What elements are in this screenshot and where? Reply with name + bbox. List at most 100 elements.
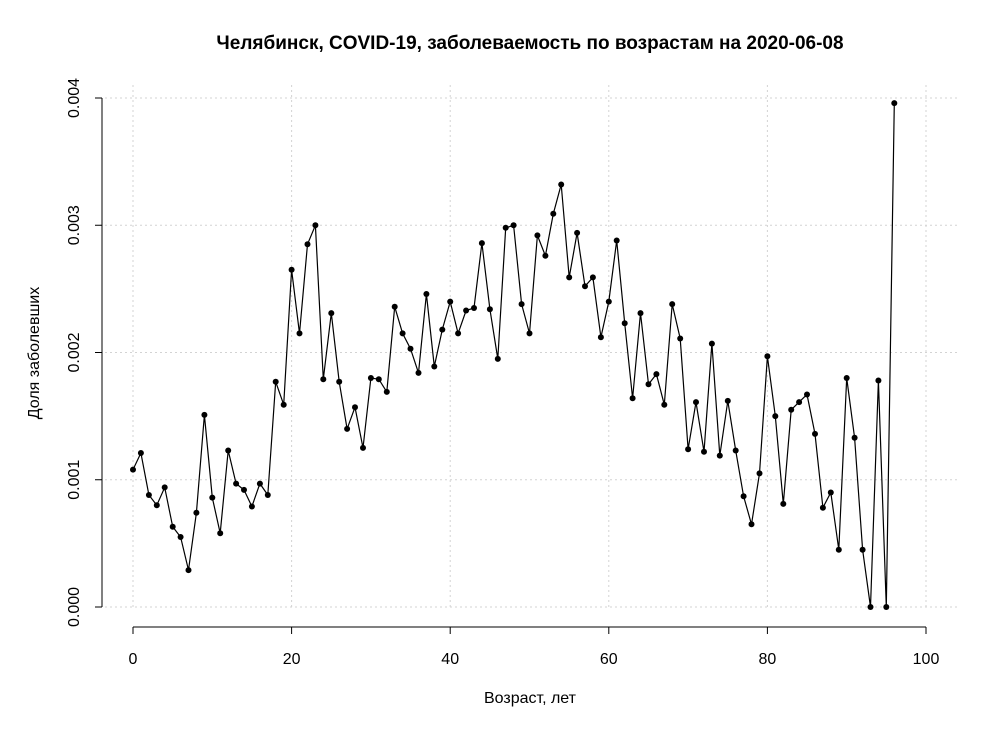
y-tick-label: 0.004 <box>66 78 83 118</box>
x-tick-label: 20 <box>283 651 301 668</box>
data-point <box>891 100 898 107</box>
data-point <box>169 523 176 530</box>
x-tick-label: 40 <box>441 651 459 668</box>
data-point <box>130 466 136 473</box>
data-point <box>471 305 477 311</box>
data-point <box>867 604 874 610</box>
data-point <box>843 375 850 381</box>
data-point <box>177 534 184 540</box>
data-point <box>859 546 866 553</box>
x-tick-label: 0 <box>129 651 138 668</box>
data-point <box>597 334 604 341</box>
data-point <box>145 492 152 498</box>
data-point <box>447 298 454 305</box>
data-point <box>344 425 351 432</box>
x-tick-label: 60 <box>600 651 618 668</box>
data-point <box>772 413 779 420</box>
data-point <box>272 378 279 385</box>
data-point <box>558 181 565 188</box>
chart-title: Челябинск, COVID-19, заболеваемость по в… <box>216 33 843 54</box>
data-point <box>478 240 485 247</box>
data-point <box>328 310 335 317</box>
data-point <box>431 363 438 370</box>
data-point <box>304 241 311 248</box>
data-point <box>574 229 581 236</box>
data-point <box>796 399 803 406</box>
data-point <box>336 378 343 385</box>
data-point <box>716 452 723 459</box>
data-point <box>455 330 462 337</box>
data-point <box>724 397 731 404</box>
y-tick-label: 0.001 <box>66 460 83 500</box>
data-point <box>788 406 795 413</box>
data-point <box>637 310 644 317</box>
data-point <box>288 266 295 273</box>
x-tick-label: 80 <box>759 651 777 668</box>
data-point <box>209 494 216 501</box>
data-point <box>407 345 414 352</box>
data-point <box>693 399 699 406</box>
data-point <box>582 283 588 290</box>
data-point <box>502 224 509 231</box>
data-point <box>835 546 842 553</box>
data-point <box>732 447 739 454</box>
data-point <box>185 567 192 574</box>
data-point <box>296 330 303 337</box>
data-point <box>241 486 247 493</box>
axes: 0 20 40 60 80 100 0.000 0.001 0.002 0.003 0.004 <box>66 78 939 668</box>
data-point <box>494 355 501 362</box>
y-tick-label: 0.003 <box>66 205 83 245</box>
data-point <box>875 377 882 384</box>
data-point <box>613 237 620 244</box>
data-point <box>653 371 660 378</box>
data-point <box>812 430 818 437</box>
data-point <box>375 376 382 383</box>
data-point <box>153 502 160 509</box>
data-point <box>137 450 144 456</box>
y-axis-label: Доля заболевших <box>26 287 43 419</box>
data-point <box>367 375 374 381</box>
data-point <box>391 303 398 310</box>
x-axis-label: Возраст, лет <box>484 690 577 707</box>
data-point <box>312 222 319 229</box>
data-point <box>748 521 755 528</box>
data-point <box>819 504 826 511</box>
data-point <box>629 395 636 402</box>
data-point <box>193 509 200 516</box>
data-point <box>701 448 707 455</box>
data-point <box>780 500 787 507</box>
data-point <box>534 232 541 239</box>
grid <box>100 85 958 608</box>
data-point <box>423 291 430 297</box>
data-point <box>217 530 224 537</box>
y-tick-label: 0.002 <box>66 332 83 372</box>
data-point <box>685 446 692 453</box>
data-point <box>550 210 557 217</box>
data-point <box>621 320 628 327</box>
data-point <box>352 404 358 411</box>
data-point <box>542 252 549 259</box>
data-point <box>463 307 470 314</box>
data-point <box>415 369 422 376</box>
data-point <box>225 447 232 454</box>
data-point <box>661 401 668 408</box>
data-point <box>518 301 525 308</box>
data-point <box>264 492 271 498</box>
data-point <box>605 298 612 305</box>
data-point <box>161 484 168 491</box>
data-point <box>883 604 890 610</box>
data-point <box>740 493 747 500</box>
data-point <box>708 340 715 347</box>
y-tick-label: 0.000 <box>66 587 83 627</box>
data-point <box>526 330 533 337</box>
data-point <box>201 411 208 418</box>
data-point <box>439 326 446 333</box>
data-point <box>280 401 287 408</box>
data-point <box>756 470 763 477</box>
data-point <box>677 335 684 342</box>
data-point <box>486 306 493 313</box>
data-point <box>851 434 858 441</box>
data-point <box>256 480 263 487</box>
x-tick-label: 100 <box>913 651 940 668</box>
